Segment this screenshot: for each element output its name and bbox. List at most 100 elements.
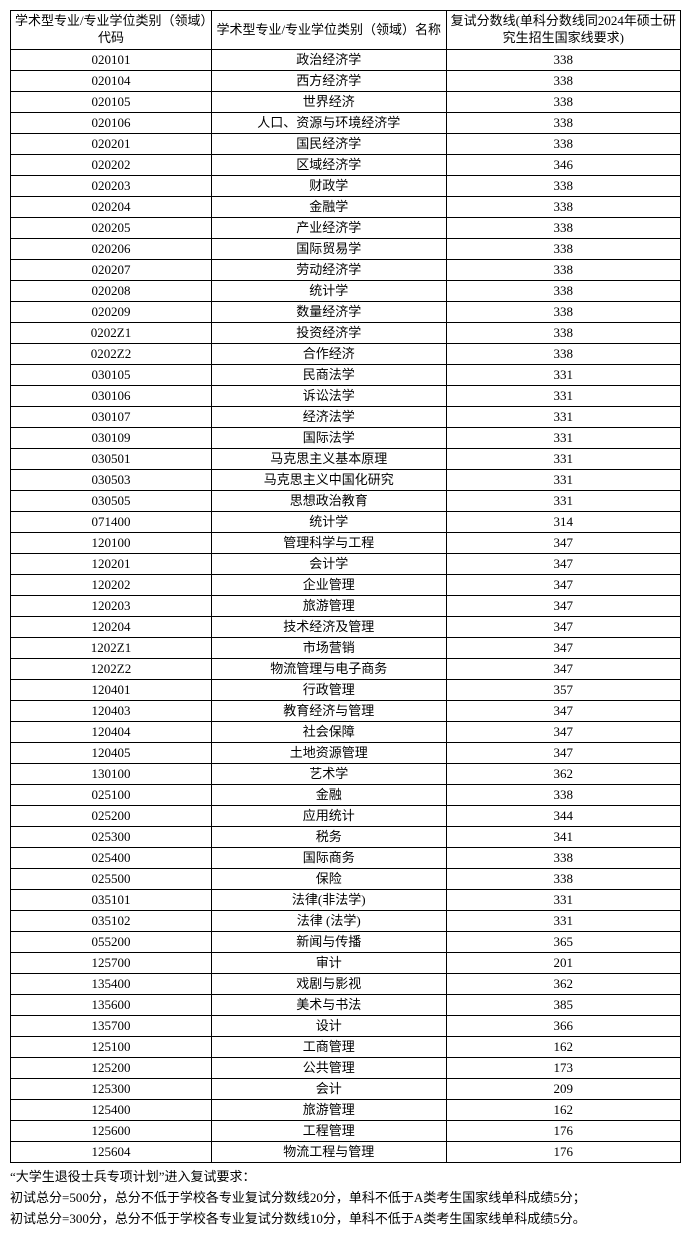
notes-line: 初试总分=300分，总分不低于学校各专业复试分数线10分，单科不低于A类考生国家… <box>10 1209 681 1230</box>
cell-score: 331 <box>446 470 681 491</box>
cell-name: 劳动经济学 <box>212 260 447 281</box>
table-row: 030505思想政治教育331 <box>11 491 681 512</box>
cell-name: 金融 <box>212 785 447 806</box>
table-row: 025100金融338 <box>11 785 681 806</box>
cell-score: 385 <box>446 995 681 1016</box>
cell-name: 统计学 <box>212 281 447 302</box>
cell-code: 030501 <box>11 449 212 470</box>
cell-name: 企业管理 <box>212 575 447 596</box>
cell-score: 338 <box>446 218 681 239</box>
cell-code: 020208 <box>11 281 212 302</box>
table-row: 0202Z2合作经济338 <box>11 344 681 365</box>
header-name: 学术型专业/专业学位类别（领域）名称 <box>212 11 447 50</box>
cell-code: 071400 <box>11 512 212 533</box>
cell-name: 法律(非法学) <box>212 890 447 911</box>
cell-score: 365 <box>446 932 681 953</box>
table-row: 1202Z1市场营销347 <box>11 638 681 659</box>
cell-code: 055200 <box>11 932 212 953</box>
cell-score: 338 <box>446 197 681 218</box>
cell-code: 125604 <box>11 1142 212 1163</box>
cell-score: 362 <box>446 974 681 995</box>
table-row: 025500保险338 <box>11 869 681 890</box>
table-row: 125700审计201 <box>11 953 681 974</box>
cell-name: 审计 <box>212 953 447 974</box>
cell-code: 035101 <box>11 890 212 911</box>
cell-name: 马克思主义中国化研究 <box>212 470 447 491</box>
table-row: 1202Z2物流管理与电子商务347 <box>11 659 681 680</box>
cell-name: 国民经济学 <box>212 134 447 155</box>
table-row: 125400旅游管理162 <box>11 1100 681 1121</box>
table-row: 135600美术与书法385 <box>11 995 681 1016</box>
cell-name: 会计 <box>212 1079 447 1100</box>
table-row: 020101政治经济学338 <box>11 50 681 71</box>
table-row: 0202Z1投资经济学338 <box>11 323 681 344</box>
cell-name: 设计 <box>212 1016 447 1037</box>
cell-name: 合作经济 <box>212 344 447 365</box>
cell-code: 125600 <box>11 1121 212 1142</box>
table-row: 020202区域经济学346 <box>11 155 681 176</box>
cell-code: 120401 <box>11 680 212 701</box>
cell-name: 思想政治教育 <box>212 491 447 512</box>
cell-score: 362 <box>446 764 681 785</box>
cell-score: 347 <box>446 575 681 596</box>
cell-code: 130100 <box>11 764 212 785</box>
cell-code: 0202Z1 <box>11 323 212 344</box>
cell-score: 338 <box>446 260 681 281</box>
cell-score: 338 <box>446 281 681 302</box>
cell-name: 诉讼法学 <box>212 386 447 407</box>
cell-code: 135400 <box>11 974 212 995</box>
table-row: 025400国际商务338 <box>11 848 681 869</box>
cell-name: 工商管理 <box>212 1037 447 1058</box>
cell-name: 戏剧与影视 <box>212 974 447 995</box>
cell-code: 020201 <box>11 134 212 155</box>
cell-code: 120201 <box>11 554 212 575</box>
cell-score: 201 <box>446 953 681 974</box>
cell-name: 旅游管理 <box>212 596 447 617</box>
cell-score: 346 <box>446 155 681 176</box>
cell-code: 020101 <box>11 50 212 71</box>
cell-name: 世界经济 <box>212 92 447 113</box>
cell-code: 025200 <box>11 806 212 827</box>
cell-name: 马克思主义基本原理 <box>212 449 447 470</box>
cell-code: 1202Z2 <box>11 659 212 680</box>
table-row: 020205产业经济学338 <box>11 218 681 239</box>
cell-code: 125200 <box>11 1058 212 1079</box>
cell-name: 物流管理与电子商务 <box>212 659 447 680</box>
cell-score: 162 <box>446 1100 681 1121</box>
cell-name: 区域经济学 <box>212 155 447 176</box>
cell-code: 025100 <box>11 785 212 806</box>
cell-code: 020205 <box>11 218 212 239</box>
table-row: 030501马克思主义基本原理331 <box>11 449 681 470</box>
cell-score: 331 <box>446 365 681 386</box>
cell-name: 新闻与传播 <box>212 932 447 953</box>
table-row: 120404社会保障347 <box>11 722 681 743</box>
cell-score: 338 <box>446 176 681 197</box>
cell-code: 135700 <box>11 1016 212 1037</box>
cell-name: 应用统计 <box>212 806 447 827</box>
cell-name: 保险 <box>212 869 447 890</box>
cell-name: 工程管理 <box>212 1121 447 1142</box>
cell-name: 国际贸易学 <box>212 239 447 260</box>
cell-score: 338 <box>446 302 681 323</box>
cell-code: 025500 <box>11 869 212 890</box>
cell-score: 331 <box>446 386 681 407</box>
cell-name: 统计学 <box>212 512 447 533</box>
cell-score: 338 <box>446 323 681 344</box>
cell-name: 金融学 <box>212 197 447 218</box>
table-row: 020201国民经济学338 <box>11 134 681 155</box>
table-row: 120201会计学347 <box>11 554 681 575</box>
cell-name: 公共管理 <box>212 1058 447 1079</box>
cell-name: 投资经济学 <box>212 323 447 344</box>
cell-code: 135600 <box>11 995 212 1016</box>
cell-score: 173 <box>446 1058 681 1079</box>
cell-name: 教育经济与管理 <box>212 701 447 722</box>
cell-code: 020204 <box>11 197 212 218</box>
cell-score: 347 <box>446 722 681 743</box>
cell-name: 经济法学 <box>212 407 447 428</box>
cell-name: 人口、资源与环境经济学 <box>212 113 447 134</box>
cell-code: 035102 <box>11 911 212 932</box>
table-row: 030109国际法学331 <box>11 428 681 449</box>
notes-section: “大学生退役士兵专项计划”进入复试要求： 初试总分=500分，总分不低于学校各专… <box>10 1167 681 1229</box>
table-row: 135400戏剧与影视362 <box>11 974 681 995</box>
notes-line: “大学生退役士兵专项计划”进入复试要求： <box>10 1167 681 1188</box>
